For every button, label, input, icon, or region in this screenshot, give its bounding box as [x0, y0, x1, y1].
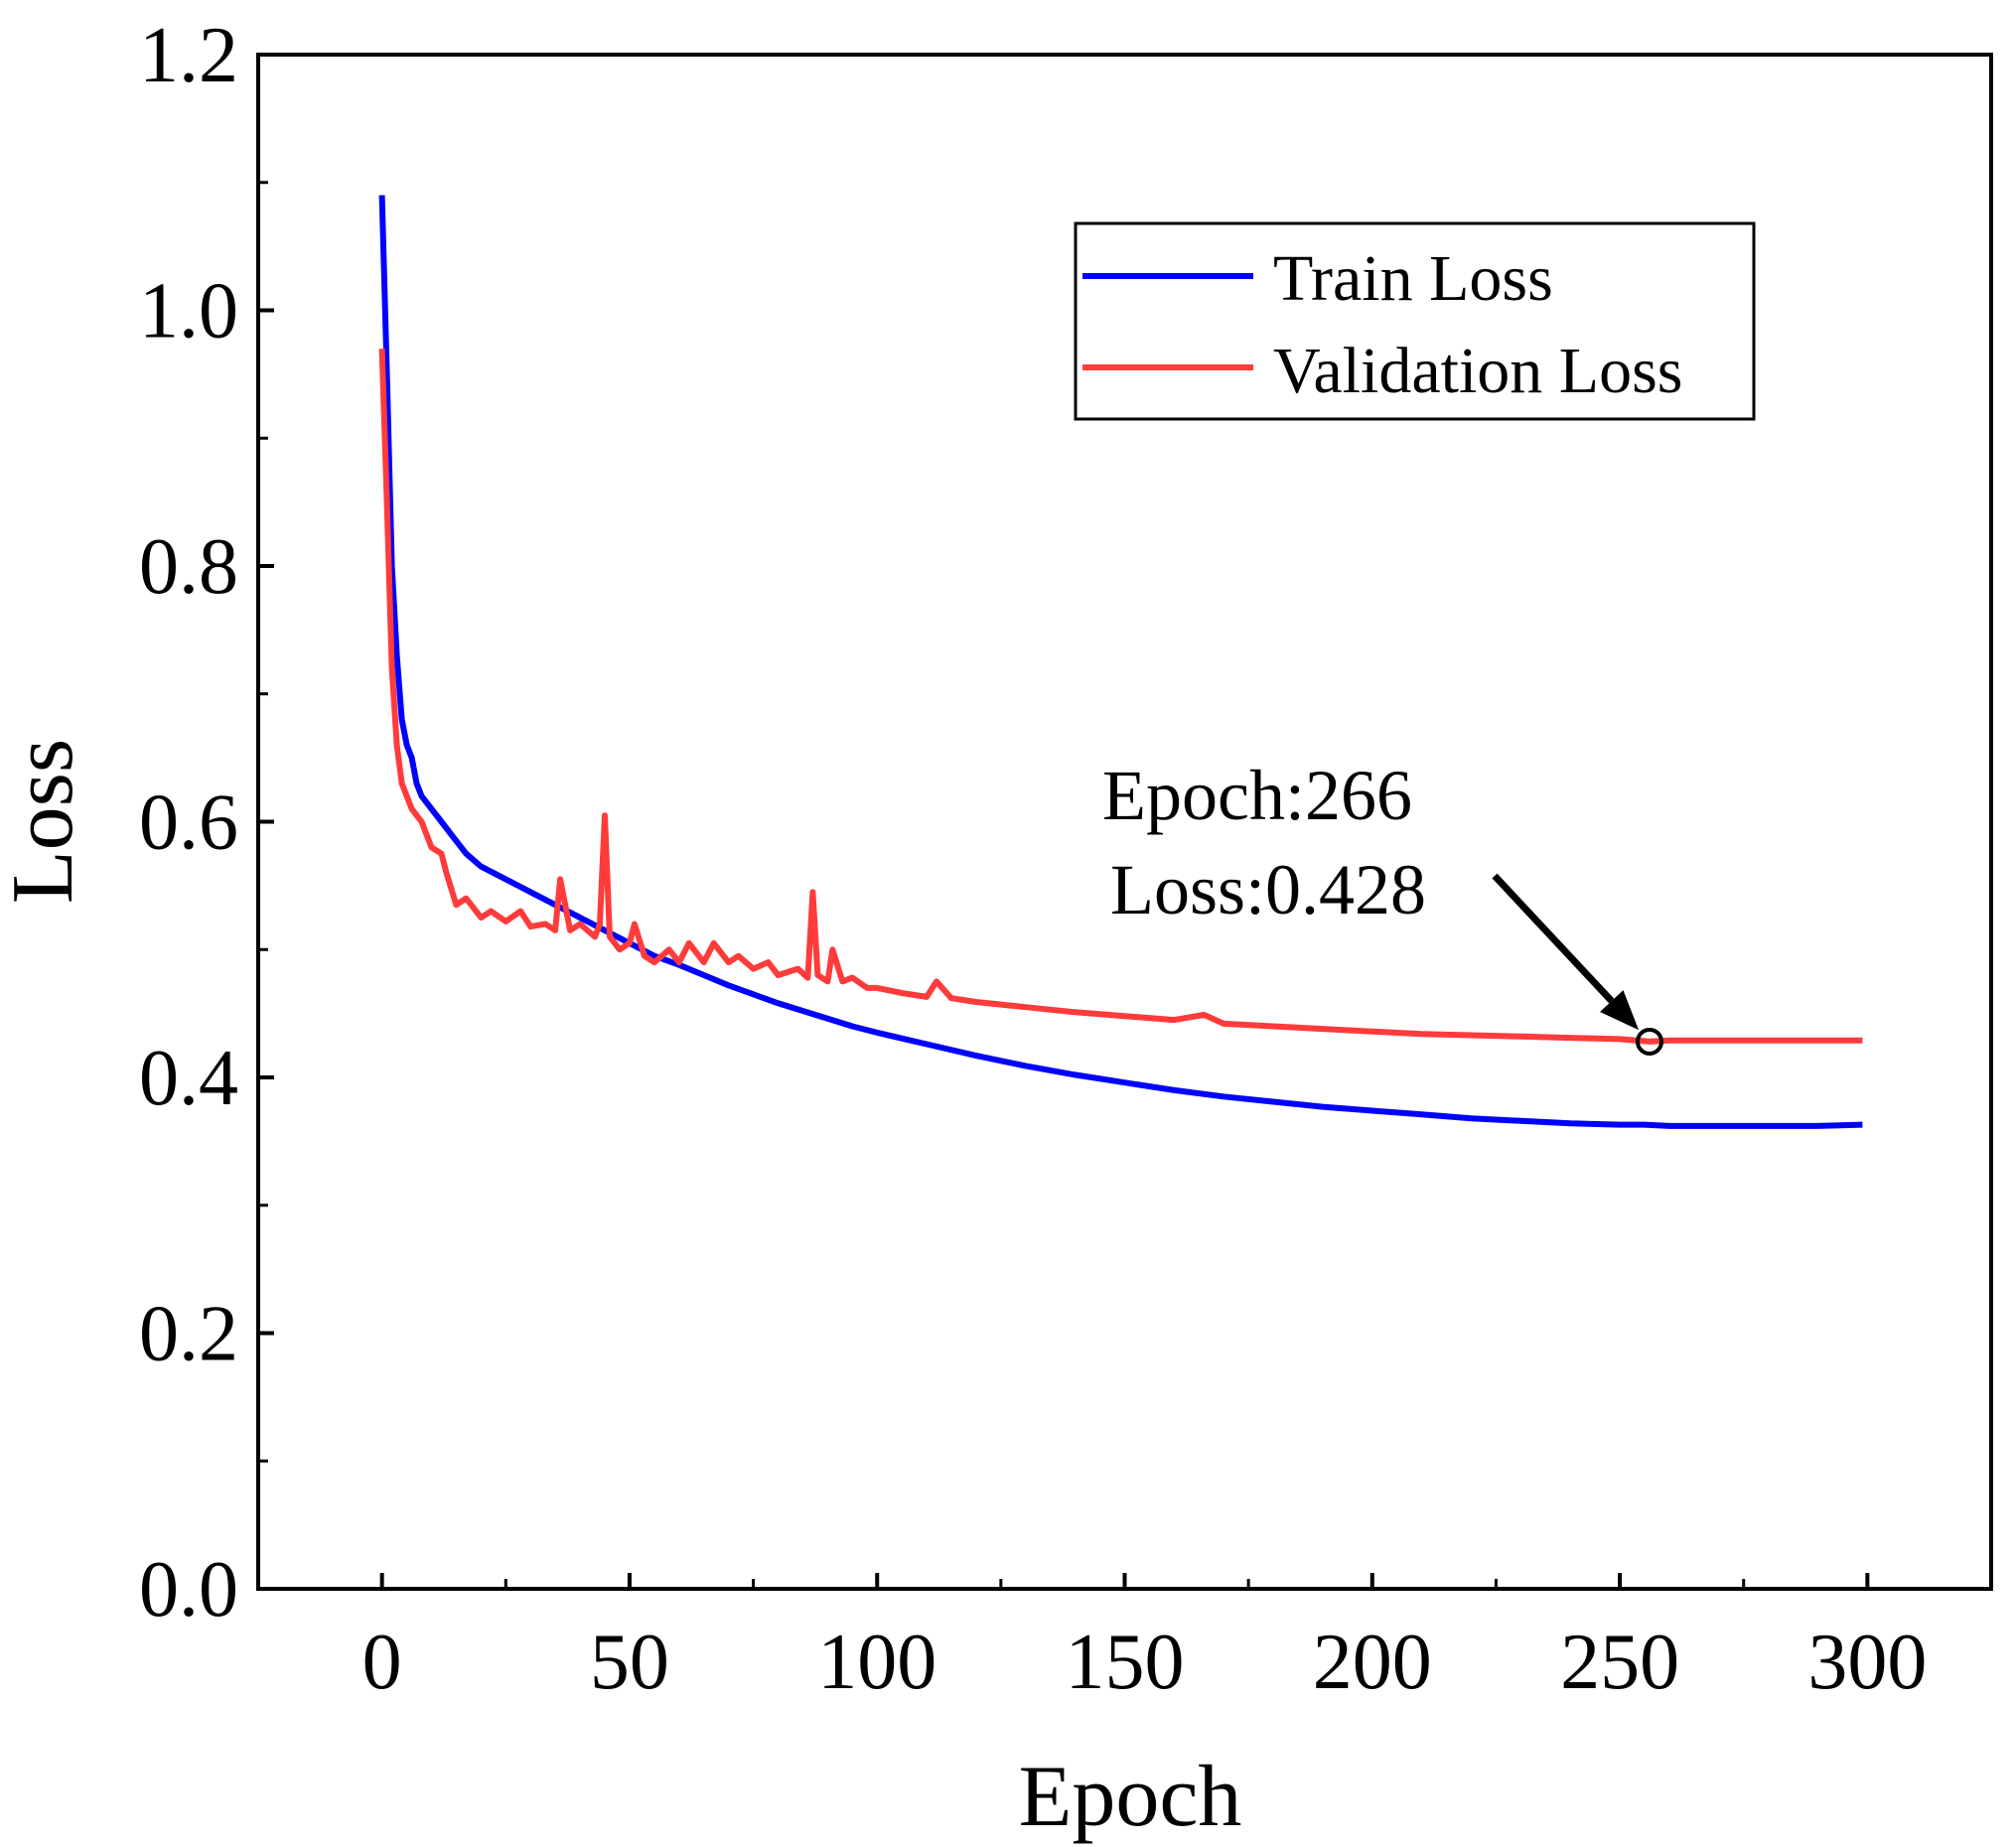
y-tick-label: 0.0: [139, 1546, 238, 1634]
annotation-arrow: [1492, 873, 1615, 1004]
series-line-train-loss: [378, 195, 1863, 1129]
y-tick-label: 1.2: [139, 12, 238, 99]
x-axis-title: Epoch: [1019, 1749, 1242, 1845]
y-axis-title: Loss: [0, 739, 91, 904]
x-tick-label: 100: [817, 1619, 936, 1706]
best-epoch-annotation: Epoch:266 Loss:0.428: [1102, 756, 1663, 1056]
y-tick-label: 0.4: [139, 1035, 238, 1122]
y-tick-label: 0.2: [139, 1291, 238, 1378]
x-tick-label: 150: [1066, 1619, 1185, 1706]
x-tick-label: 0: [362, 1619, 402, 1706]
x-tick-label: 200: [1313, 1619, 1432, 1706]
x-tick-label: 300: [1807, 1619, 1927, 1706]
y-axis-ticks: 0.0 0.2 0.4 0.6 0.8 1.0 1.2: [139, 12, 274, 1634]
y-tick-label: 0.6: [139, 780, 238, 867]
legend-box: [1074, 221, 1756, 421]
annotation-arrowhead: [1600, 990, 1640, 1031]
x-tick-label: 50: [590, 1619, 669, 1706]
x-tick-label: 250: [1560, 1619, 1679, 1706]
legend: Train Loss Validation Loss: [1074, 221, 1756, 421]
x-axis-ticks: 0 50 100 150 200 250 300: [362, 1573, 1927, 1706]
annotation-loss-text: Loss:0.428: [1110, 850, 1426, 929]
annotation-marker: [1635, 1027, 1663, 1056]
series-layer: [378, 195, 1863, 1129]
y-tick-label: 0.8: [139, 523, 238, 611]
annotation-epoch-text: Epoch:266: [1102, 756, 1412, 835]
legend-label-validation-loss: Validation Loss: [1273, 335, 1682, 407]
series-line-validation-loss: [378, 349, 1863, 1045]
y-tick-label: 1.0: [139, 268, 238, 355]
legend-label-train-loss: Train Loss: [1273, 242, 1553, 315]
